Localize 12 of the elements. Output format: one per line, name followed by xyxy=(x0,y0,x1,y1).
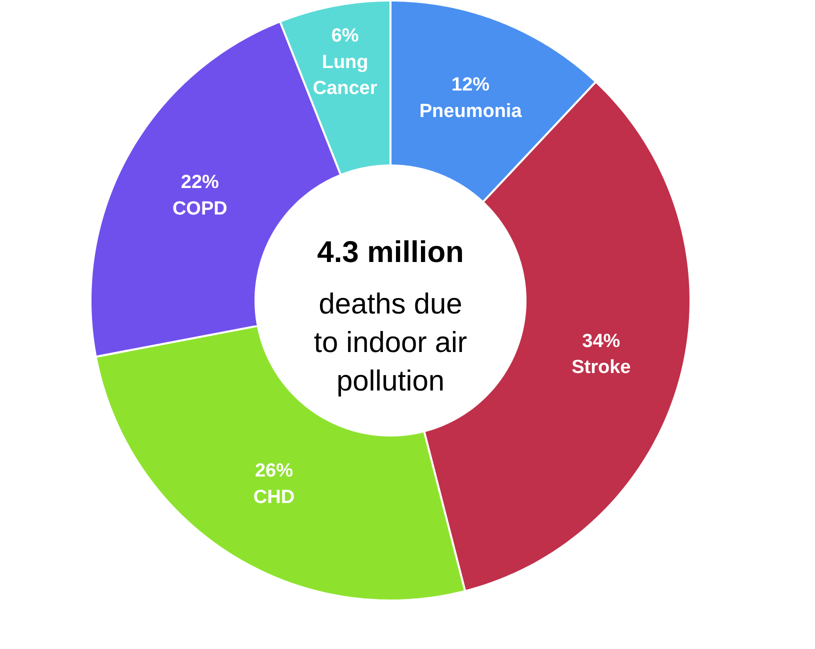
data-label: 12% xyxy=(452,74,490,96)
slice-label: Lung Cancer xyxy=(312,52,378,100)
slice-label: Pneumonia xyxy=(419,100,522,122)
slice-label: COPD xyxy=(172,198,228,220)
data-label: 6% xyxy=(331,26,359,47)
text: 4.3 million xyxy=(317,236,464,269)
data-label: 26% xyxy=(254,460,294,482)
slice-label: Stroke xyxy=(572,357,631,378)
data-label: 34% xyxy=(582,330,620,352)
text: deaths due to indoor air pollution xyxy=(314,288,468,398)
data-label: 22% xyxy=(180,172,220,194)
slice-label: CHD xyxy=(253,486,295,508)
